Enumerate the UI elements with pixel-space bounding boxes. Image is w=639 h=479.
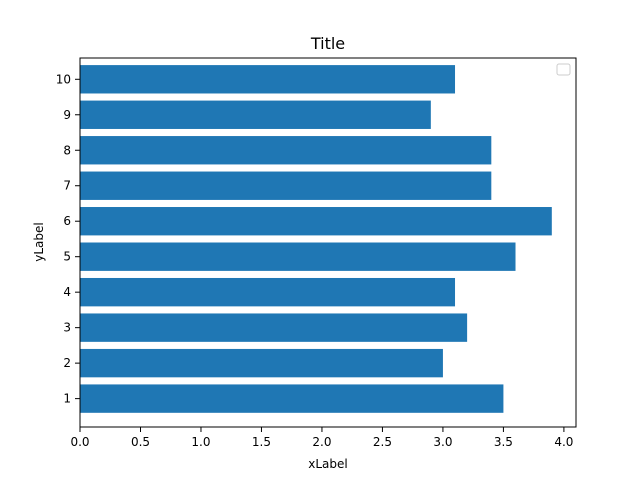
x-tick-label: 3.0	[433, 435, 452, 449]
y-tick-label: 5	[63, 250, 71, 264]
x-tick-label: 1.5	[252, 435, 271, 449]
y-tick-label: 10	[56, 72, 71, 86]
bar-3	[80, 313, 468, 342]
x-axis-ticks: 0.0 0.5 1.0 1.5 2.0 2.5 3.0 3.5 4.0	[70, 427, 573, 449]
y-axis-ticks: 1 2 3 4 5 6 7 8 9 10	[56, 72, 80, 406]
y-tick-label: 7	[63, 179, 71, 193]
y-tick-label: 1	[63, 392, 71, 406]
y-tick-label: 3	[63, 321, 71, 335]
bars-group	[80, 65, 552, 413]
y-tick-label: 6	[63, 214, 71, 228]
y-axis-label: yLabel	[32, 222, 46, 261]
y-tick-label: 2	[63, 356, 71, 370]
x-tick-label: 2.5	[373, 435, 392, 449]
bar-6	[80, 207, 552, 236]
y-tick-label: 4	[63, 285, 71, 299]
x-axis-label: xLabel	[308, 457, 347, 471]
x-tick-label: 0.0	[70, 435, 89, 449]
x-tick-label: 1.0	[191, 435, 210, 449]
bar-1	[80, 384, 504, 413]
y-tick-label: 9	[63, 108, 71, 122]
bar-5	[80, 242, 516, 271]
bar-8	[80, 136, 492, 165]
x-tick-label: 0.5	[131, 435, 150, 449]
y-tick-label: 8	[63, 143, 71, 157]
bar-9	[80, 100, 431, 129]
bar-2	[80, 348, 443, 378]
bar-7	[80, 171, 492, 200]
plot-frame	[79, 57, 577, 428]
bar-4	[80, 277, 456, 307]
x-tick-label: 2.0	[312, 435, 331, 449]
x-tick-label: 3.5	[494, 435, 513, 449]
legend-box	[556, 63, 571, 76]
x-tick-label: 4.0	[554, 435, 573, 449]
bar-10	[80, 65, 456, 94]
chart-title: Title	[310, 34, 345, 53]
